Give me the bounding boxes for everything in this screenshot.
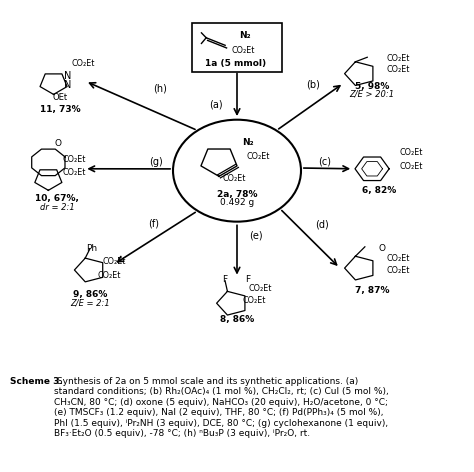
Text: dr = 2:1: dr = 2:1 xyxy=(39,203,74,212)
Text: CO₂Et: CO₂Et xyxy=(63,155,86,164)
Text: CO₂Et: CO₂Et xyxy=(246,152,270,161)
Text: 6, 82%: 6, 82% xyxy=(362,186,396,195)
Text: OEt: OEt xyxy=(52,93,67,102)
Text: 11, 73%: 11, 73% xyxy=(40,105,81,114)
Text: CO₂Et: CO₂Et xyxy=(63,168,86,177)
Text: CO₂Et: CO₂Et xyxy=(399,161,422,171)
Text: (d): (d) xyxy=(315,219,329,230)
Text: 9, 86%: 9, 86% xyxy=(73,290,107,299)
Text: Z/E > 20:1: Z/E > 20:1 xyxy=(349,90,395,99)
Text: N₂: N₂ xyxy=(242,138,254,147)
Text: 7, 87%: 7, 87% xyxy=(355,286,389,295)
Text: Ph: Ph xyxy=(86,244,97,253)
Text: CO₂Et: CO₂Et xyxy=(243,296,266,305)
Text: O: O xyxy=(55,139,61,148)
Text: CO₂Et: CO₂Et xyxy=(223,175,246,184)
Text: 1a (5 mmol): 1a (5 mmol) xyxy=(206,59,266,67)
Text: Synthesis of 2a on 5 mmol scale and its synthetic applications. (a)
standard con: Synthesis of 2a on 5 mmol scale and its … xyxy=(54,377,388,438)
Text: Z/E = 2:1: Z/E = 2:1 xyxy=(70,298,110,307)
Text: CO₂Et: CO₂Et xyxy=(231,46,255,56)
Text: 8, 86%: 8, 86% xyxy=(220,315,254,324)
Text: Scheme 3.: Scheme 3. xyxy=(10,377,63,386)
Text: (f): (f) xyxy=(148,219,160,228)
Text: CO₂Et: CO₂Et xyxy=(97,271,120,280)
Text: CO₂Et: CO₂Et xyxy=(386,266,410,275)
Text: CO₂Et: CO₂Et xyxy=(386,254,410,263)
Text: N: N xyxy=(64,80,72,90)
Circle shape xyxy=(173,120,301,222)
Text: 10, 67%,: 10, 67%, xyxy=(35,194,79,203)
Text: 0.492 g: 0.492 g xyxy=(220,198,254,207)
Text: F: F xyxy=(223,275,228,284)
Text: CO₂Et: CO₂Et xyxy=(71,59,94,68)
Text: CO₂Et: CO₂Et xyxy=(386,65,410,75)
Text: CO₂Et: CO₂Et xyxy=(103,257,126,266)
Text: CO₂Et: CO₂Et xyxy=(399,148,422,157)
FancyBboxPatch shape xyxy=(192,23,282,72)
Text: F: F xyxy=(245,275,250,284)
Text: 5, 98%: 5, 98% xyxy=(355,82,389,91)
Text: (b): (b) xyxy=(306,80,320,90)
Text: (g): (g) xyxy=(149,157,164,168)
Text: CO₂Et: CO₂Et xyxy=(249,284,272,294)
Text: 2a, 78%: 2a, 78% xyxy=(217,190,257,199)
Text: (a): (a) xyxy=(209,100,222,110)
Text: O: O xyxy=(378,244,385,253)
Text: N: N xyxy=(64,70,72,81)
Text: (e): (e) xyxy=(249,231,263,241)
Text: (c): (c) xyxy=(318,156,331,166)
Text: (h): (h) xyxy=(153,84,167,94)
Text: CO₂Et: CO₂Et xyxy=(386,54,410,63)
Text: N₂: N₂ xyxy=(239,31,251,41)
